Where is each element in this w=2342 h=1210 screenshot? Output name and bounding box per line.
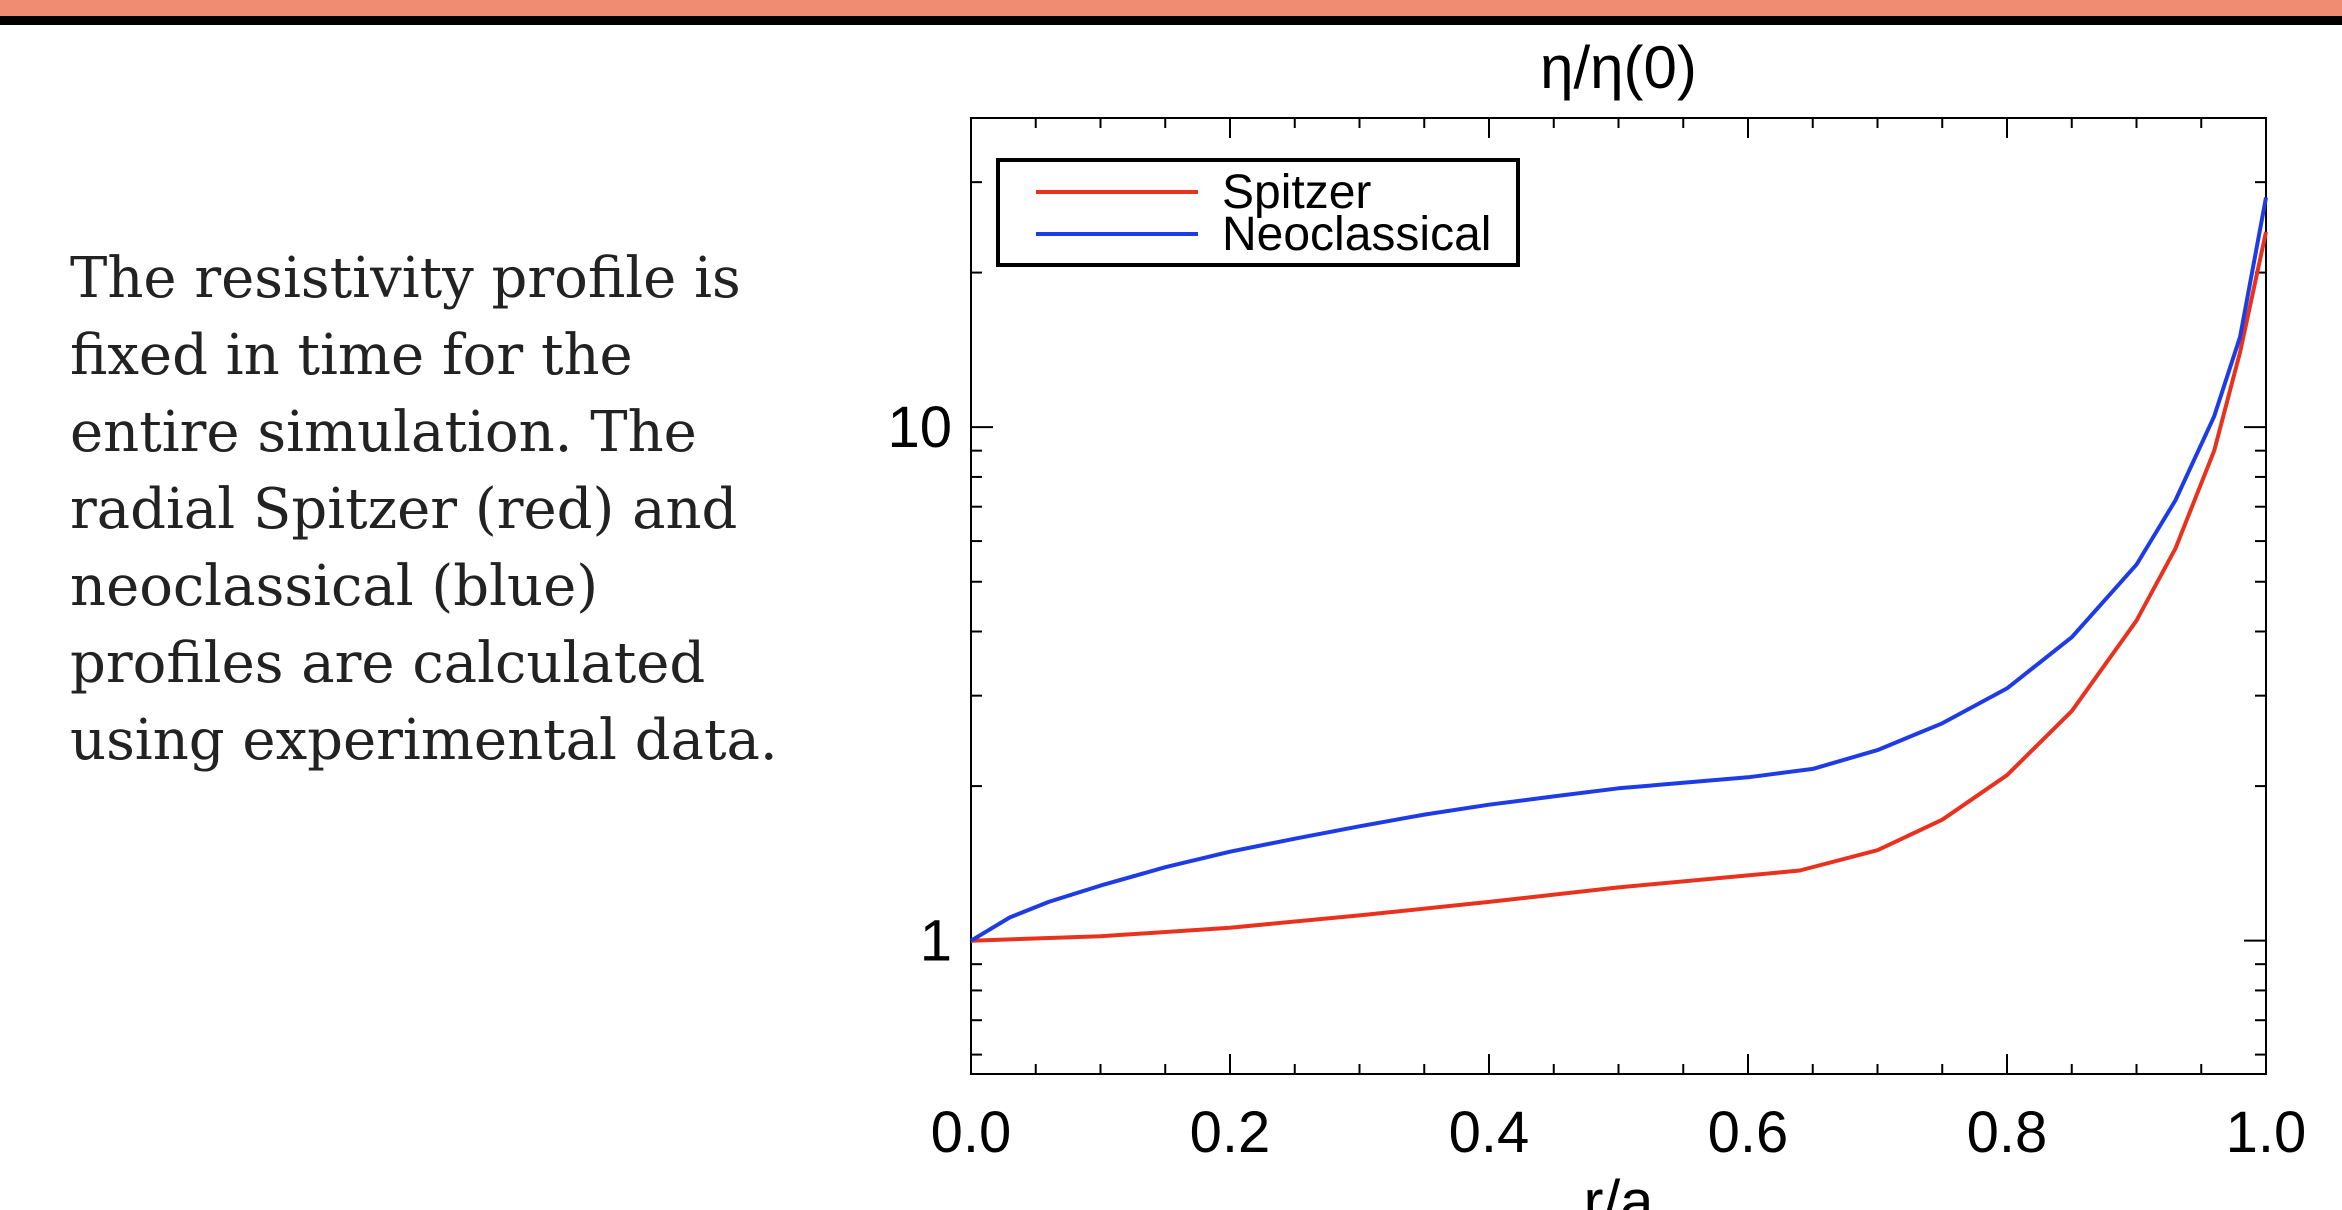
legend-box xyxy=(996,158,1520,267)
data-point-spitzer xyxy=(2173,547,2177,551)
data-point-neoclassical xyxy=(1293,837,1297,841)
x-tick-label: 1.0 xyxy=(2226,1100,2307,1165)
data-point-spitzer xyxy=(1876,848,1880,852)
data-point-neoclassical xyxy=(1552,794,1556,798)
data-point-spitzer xyxy=(2005,773,2009,777)
legend-label-spitzer: Spitzer xyxy=(1222,166,1371,219)
x-tick-label: 0.8 xyxy=(1967,1100,2048,1165)
data-point-neoclassical xyxy=(1047,900,1051,904)
data-point-spitzer xyxy=(1940,818,1944,822)
plot-frame xyxy=(970,117,2267,1075)
legend-label-neoclassical: Neoclassical xyxy=(1222,208,1491,261)
y-tick-label: 1 xyxy=(920,909,952,974)
legend: Spitzer Neoclassical xyxy=(996,158,1520,267)
series-line-neoclassical xyxy=(969,197,2268,943)
data-point-neoclassical xyxy=(1422,813,1426,817)
data-point-neoclassical xyxy=(1746,775,1750,779)
data-point-spitzer xyxy=(1798,868,1802,872)
x-tick-label: 0.6 xyxy=(1708,1100,1789,1165)
data-point-neoclassical xyxy=(2238,335,2242,339)
data-point-neoclassical xyxy=(2070,635,2074,639)
data-point-neoclassical xyxy=(1940,721,1944,725)
header-band xyxy=(0,0,2342,16)
data-point-spitzer xyxy=(2070,709,2074,713)
header-rule xyxy=(0,16,2342,25)
y-tick-label: 10 xyxy=(887,395,952,460)
data-point-neoclassical xyxy=(2264,196,2268,200)
data-point-spitzer xyxy=(2135,619,2139,623)
chart-title: η/η(0) xyxy=(1540,34,1697,101)
x-tick-label: 0.2 xyxy=(1190,1100,1271,1165)
data-point-spitzer xyxy=(1487,900,1491,904)
series-line-spitzer xyxy=(970,231,2268,943)
data-point-neoclassical xyxy=(1617,786,1621,790)
data-point-neoclassical xyxy=(1487,803,1491,807)
data-point-neoclassical xyxy=(2005,686,2009,690)
data-point-neoclassical xyxy=(1358,824,1362,828)
data-point-neoclassical xyxy=(1681,781,1685,785)
data-point-neoclassical xyxy=(969,939,973,943)
data-point-neoclassical xyxy=(1163,865,1167,869)
data-point-neoclassical xyxy=(2135,563,2139,567)
data-point-neoclassical xyxy=(1811,767,1815,771)
data-point-spitzer xyxy=(1099,934,1103,938)
data-point-spitzer xyxy=(1228,926,1232,930)
description-text: The resistivity profile is fixed in time… xyxy=(70,246,778,773)
x-tick-label: 0.4 xyxy=(1449,1100,1530,1165)
data-point-neoclassical xyxy=(1228,850,1232,854)
data-point-spitzer xyxy=(2264,230,2268,234)
data-point-neoclassical xyxy=(1099,884,1103,888)
data-point-spitzer xyxy=(1746,873,1750,877)
data-point-neoclassical xyxy=(2173,498,2177,502)
data-point-neoclassical xyxy=(1876,748,1880,752)
data-point-spitzer xyxy=(2212,449,2216,453)
data-point-neoclassical xyxy=(1008,915,1012,919)
data-point-spitzer xyxy=(2238,350,2242,354)
x-axis-title: r/a xyxy=(1583,1168,1654,1210)
x-tick-label: 0.0 xyxy=(931,1100,1012,1165)
data-point-spitzer xyxy=(1617,885,1621,889)
data-point-spitzer xyxy=(1358,913,1362,917)
data-point-neoclassical xyxy=(2212,414,2216,418)
